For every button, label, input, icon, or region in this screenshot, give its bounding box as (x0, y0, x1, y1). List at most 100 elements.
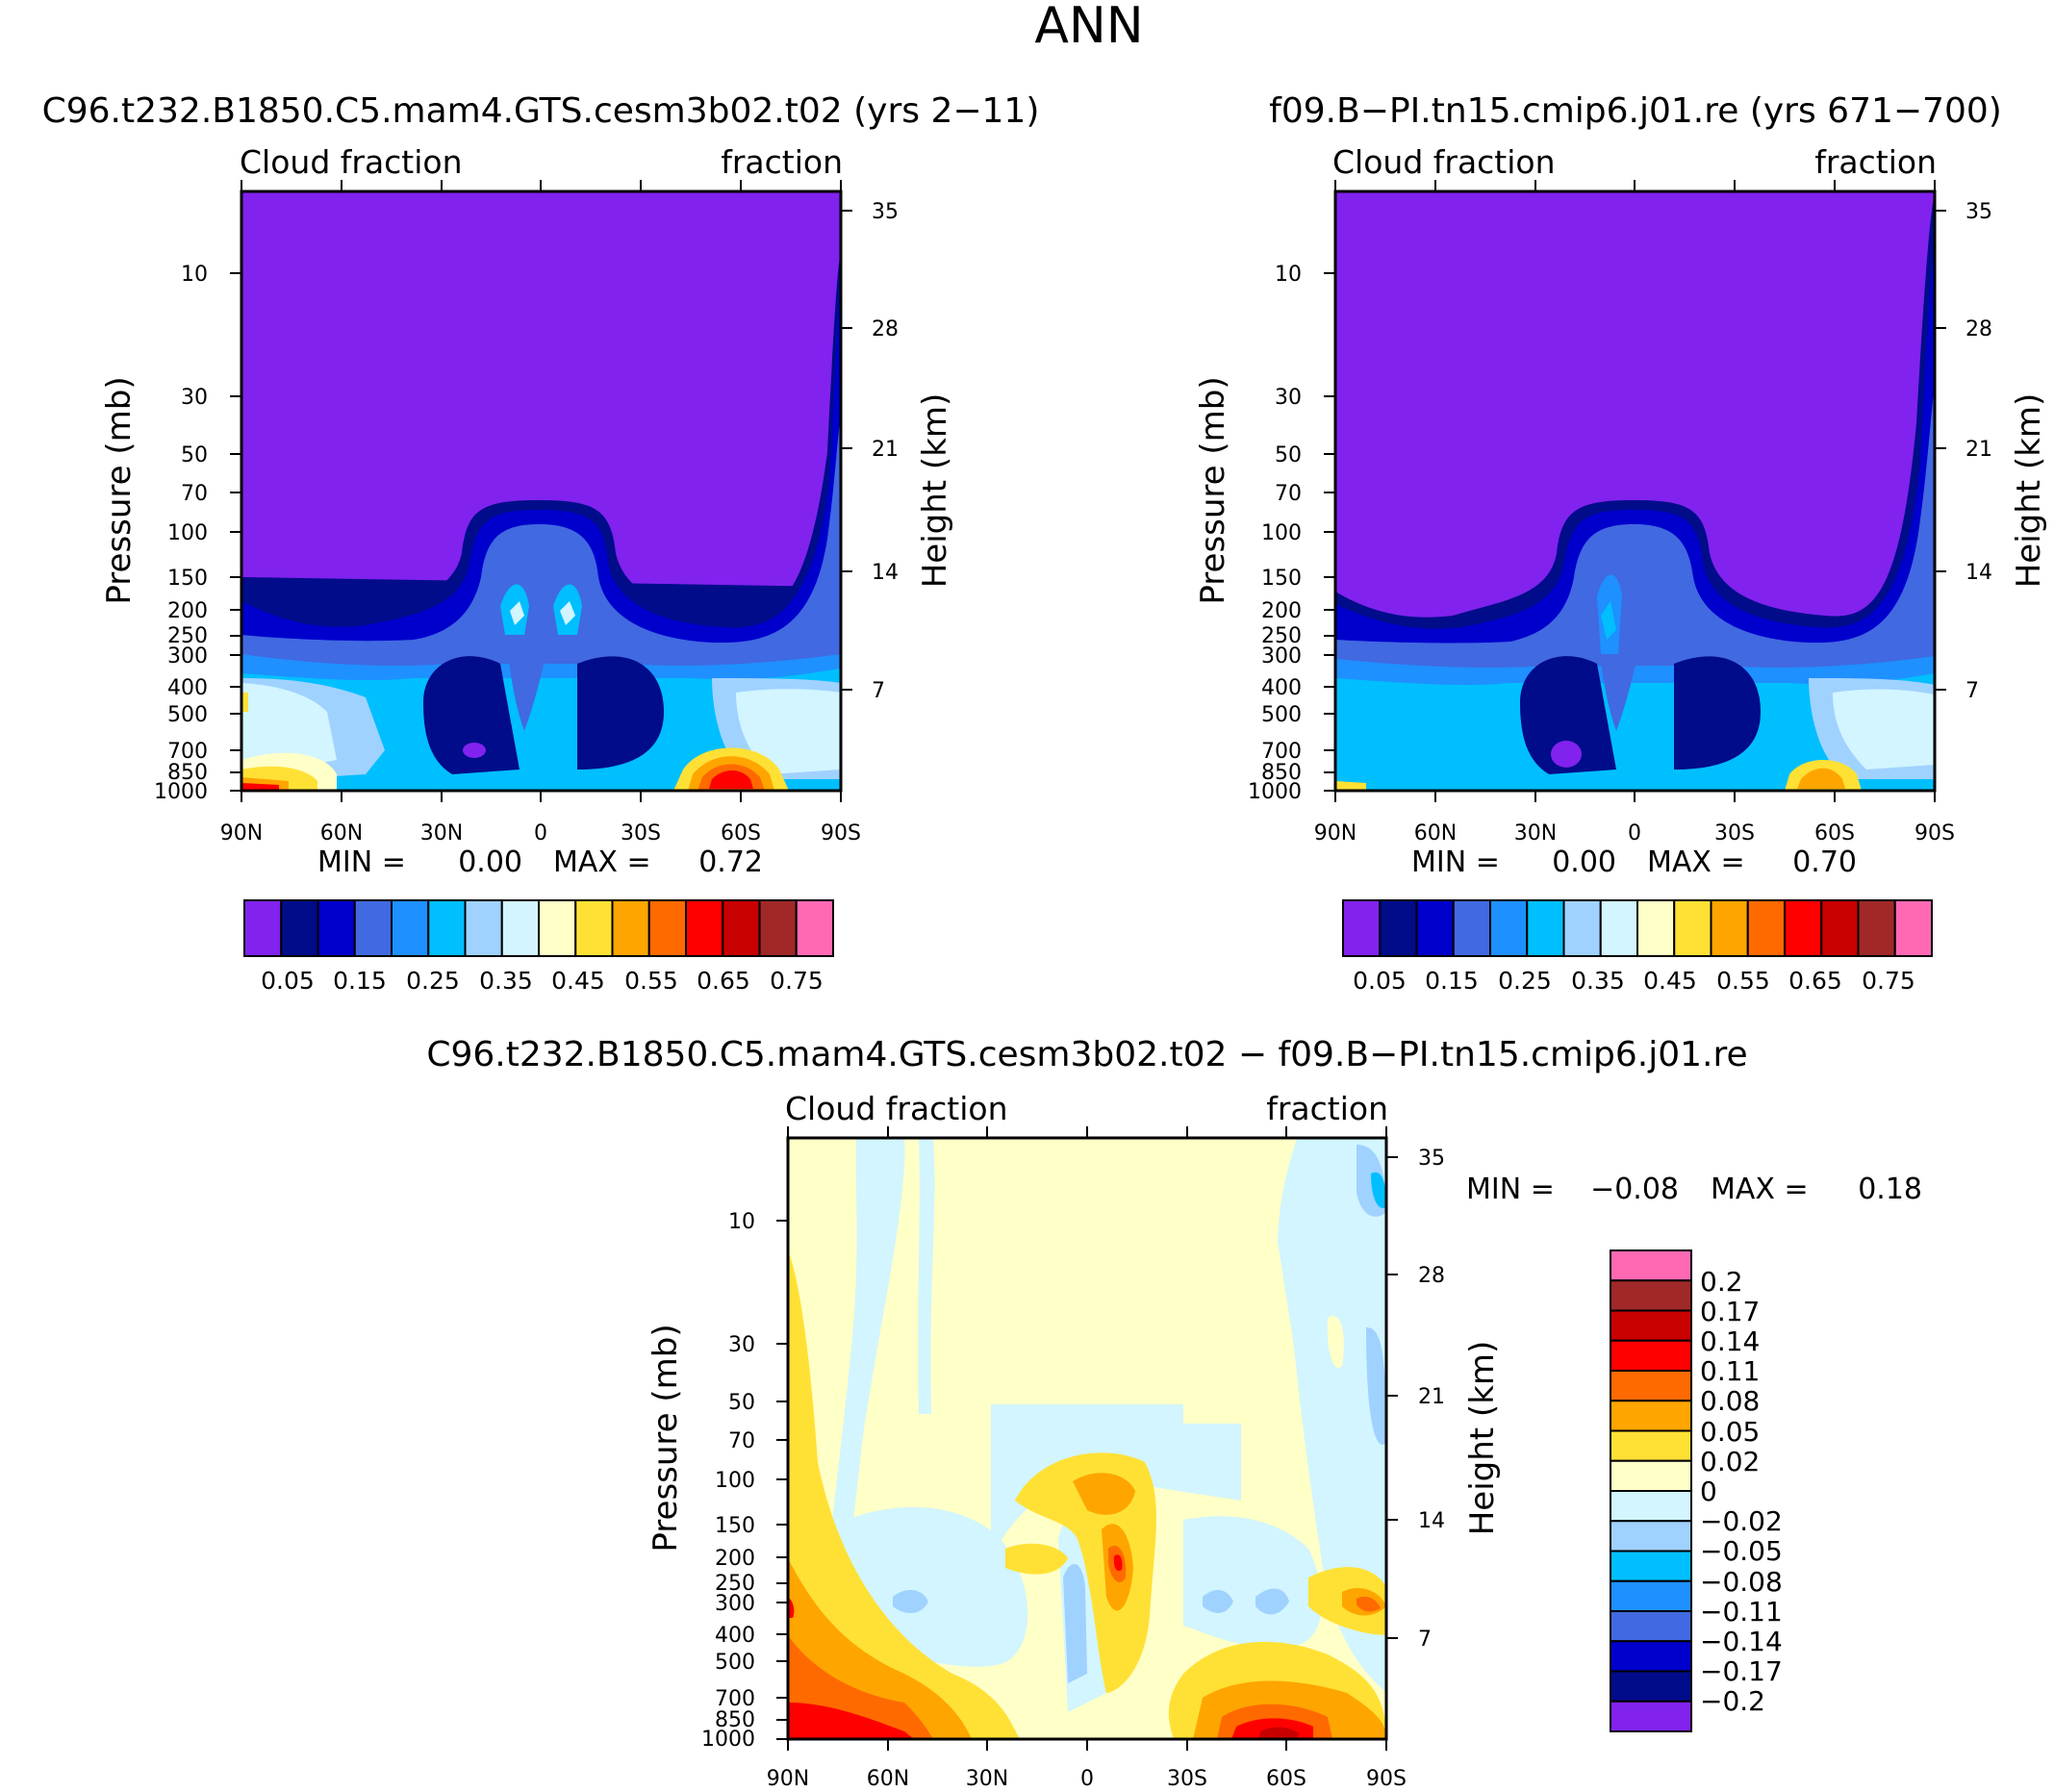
y-right-tick-label: 21 (1965, 438, 1992, 462)
x-tick-labels: 90N 60N 30N 0 30S 60S 90S (1314, 821, 1955, 846)
y-tick-labels: 10 30 50 70 100 150 200 250 300 400 500 … (701, 1210, 755, 1752)
x-tick-label: 60N (320, 821, 363, 846)
colorbar-swatch (1610, 1459, 1692, 1492)
y-tick-label: 250 (167, 624, 208, 648)
colorbar-swatch (647, 899, 687, 957)
colorbar-label: 0 (1700, 1476, 1717, 1507)
colorbar-swatch (1342, 899, 1382, 957)
x-tick-label: 90S (1366, 1767, 1407, 1791)
max-label: MAX = (1711, 1173, 1809, 1206)
y-tick-label: 400 (715, 1624, 755, 1648)
x-tick-label: 0 (534, 821, 547, 846)
min-label: MIN = (317, 846, 406, 879)
contour-field (1335, 191, 1935, 791)
y-tick-label: 70 (728, 1429, 755, 1453)
colorbar-swatch (1893, 899, 1933, 957)
figure-title: ANN (1034, 0, 1143, 55)
max-label: MAX = (1647, 846, 1745, 879)
y-right-tick-labels: 35 28 21 14 7 (1965, 200, 1992, 703)
colorbar-label: 0.55 (624, 967, 678, 995)
colorbar-swatch (758, 899, 798, 957)
y-tick-label: 400 (167, 676, 208, 700)
max-value: 0.72 (698, 846, 763, 879)
colorbar-label: 0.2 (1700, 1266, 1743, 1298)
y-tick-label: 30 (181, 386, 208, 410)
colorbar-swatch (500, 899, 540, 957)
colorbar-label: 0.11 (1700, 1355, 1760, 1387)
colorbar-swatch (1599, 899, 1638, 957)
x-tick-label: 60S (1814, 821, 1855, 846)
y-right-axis-label: Height (km) (916, 393, 954, 589)
contour-field (241, 191, 841, 791)
colorbar-label: 0.25 (1498, 967, 1552, 995)
y-tick-label: 300 (1261, 644, 1302, 669)
colorbar-labels: 0.2 0.17 0.14 0.11 0.08 0.05 0.02 0 −0.0… (1700, 1266, 1783, 1717)
colorbar-label: −0.11 (1700, 1596, 1783, 1628)
y-tick-label: 100 (167, 521, 208, 545)
y-right-tick-labels: 35 28 21 14 7 (872, 200, 899, 703)
y-tick-label: 50 (1275, 443, 1302, 467)
y-axis-label: Pressure (mb) (647, 1324, 685, 1552)
y-right-tick-label: 21 (1418, 1385, 1445, 1409)
colorbar-swatch (1784, 899, 1823, 957)
x-tick-label: 30N (966, 1767, 1008, 1791)
y-right-tick-label: 14 (1965, 561, 1992, 585)
x-tick-label: 0 (1080, 1767, 1094, 1791)
y-right-tick-label: 35 (1965, 200, 1992, 224)
y-tick-labels: 10 30 50 70 100 150 200 250 300 400 500 … (1248, 263, 1302, 804)
colorbar-swatch (1820, 899, 1860, 957)
y-right-tick-label: 28 (1965, 317, 1992, 341)
y-right-tick-label: 7 (1418, 1628, 1432, 1652)
colorbar-label: 0.08 (1700, 1385, 1760, 1417)
colorbar-label: 0.35 (479, 967, 533, 995)
y-tick-label: 70 (1275, 482, 1302, 506)
colorbar-label: 0.14 (1700, 1325, 1760, 1357)
colorbar (1610, 1249, 1692, 1732)
colorbar-label: 0.75 (770, 967, 824, 995)
colorbar-swatch (1610, 1670, 1692, 1703)
min-value: 0.00 (458, 846, 522, 879)
colorbar-labels: 0.05 0.15 0.25 0.35 0.45 0.55 0.65 0.75 (261, 967, 824, 995)
panel-title: C96.t232.B1850.C5.mam4.GTS.cesm3b02.t02 … (42, 91, 1040, 131)
y-right-tick-label: 14 (1418, 1509, 1445, 1533)
colorbar-swatch (538, 899, 577, 957)
colorbar-label: 0.35 (1571, 967, 1625, 995)
colorbar-swatch (1610, 1640, 1692, 1673)
y-tick-label: 10 (181, 263, 208, 287)
max-label: MAX = (553, 846, 651, 879)
x-tick-label: 30S (1714, 821, 1755, 846)
y-axis-label: Pressure (mb) (100, 376, 139, 604)
x-tick-label: 90N (220, 821, 263, 846)
min-label: MIN = (1411, 846, 1500, 879)
y-tick-label: 1000 (701, 1728, 755, 1752)
y-right-tick-label: 35 (872, 200, 899, 224)
colorbar-label: 0.65 (1788, 967, 1842, 995)
colorbar-label: 0.05 (1700, 1416, 1760, 1448)
y-tick-label: 850 (715, 1708, 755, 1732)
colorbar-label: −0.14 (1700, 1626, 1783, 1657)
y-tick-label: 70 (181, 482, 208, 506)
y-right-tick-label: 28 (872, 317, 899, 341)
colorbar-swatch (317, 899, 356, 957)
colorbar-label: 0.75 (1862, 967, 1915, 995)
y-tick-label: 400 (1261, 676, 1302, 700)
panel-title: f09.B−PI.tn15.cmip6.j01.re (yrs 671−700) (1269, 91, 2002, 131)
x-tick-label: 90N (1314, 821, 1357, 846)
y-tick-label: 50 (181, 443, 208, 467)
y-right-tick-label: 7 (1965, 679, 1979, 703)
min-max-readout: MIN = 0.00 MAX = 0.70 (1411, 846, 1857, 879)
colorbar-swatch (1610, 1309, 1692, 1342)
colorbar-swatch (1526, 899, 1565, 957)
colorbar-swatch (1673, 899, 1712, 957)
colorbar-swatch (1379, 899, 1418, 957)
colorbar-swatch (1452, 899, 1491, 957)
top-right-label: fraction (1814, 143, 1937, 181)
colorbar-swatch (1610, 1579, 1692, 1612)
y-tick-label: 250 (715, 1572, 755, 1596)
y-right-axis-label: Height (km) (2010, 393, 2048, 589)
panel-diff: C96.t232.B1850.C5.mam4.GTS.cesm3b02.t02 … (426, 1035, 1922, 1791)
colorbar-label: 0.15 (333, 967, 387, 995)
y-right-tick-label: 35 (1418, 1147, 1445, 1171)
y-tick-label: 150 (167, 567, 208, 591)
